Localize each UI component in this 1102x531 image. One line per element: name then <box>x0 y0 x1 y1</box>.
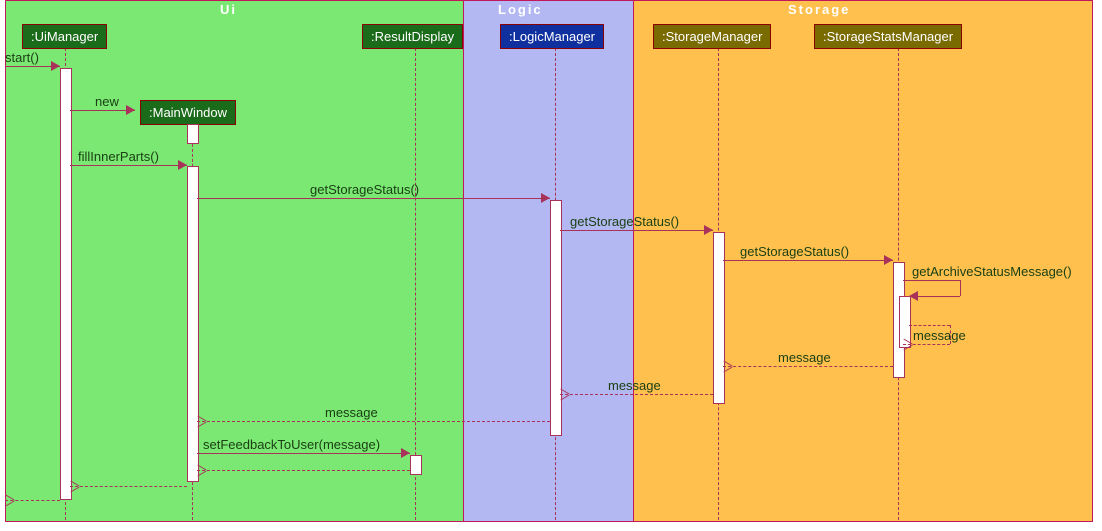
message-label-7: message <box>913 328 966 343</box>
message-line <box>70 486 187 487</box>
message-label-10: message <box>325 405 378 420</box>
container-label-logic: Logic <box>498 2 543 17</box>
message-line <box>197 421 550 422</box>
message-line <box>70 165 187 166</box>
message-line <box>909 325 950 326</box>
activation-StorageManager-4 <box>713 232 725 404</box>
activation-ResultDisplay-7 <box>410 455 422 475</box>
message-line <box>560 394 713 395</box>
arrowhead <box>178 160 187 170</box>
activation-UiManager-0 <box>60 68 72 500</box>
participant-MainWindow: :MainWindow <box>140 100 236 125</box>
message-line <box>903 280 960 281</box>
participant-StorageStatsManager: :StorageStatsManager <box>814 24 962 49</box>
message-line <box>197 453 410 454</box>
message-line <box>723 366 893 367</box>
container-storage <box>633 0 1093 522</box>
arrowhead <box>126 105 135 115</box>
message-label-1: new <box>95 94 119 109</box>
message-line <box>197 198 550 199</box>
activation-MainWindow-1 <box>187 124 199 144</box>
participant-LogicManager: :LogicManager <box>500 24 604 49</box>
arrowhead <box>401 448 410 458</box>
arrowhead <box>51 61 60 71</box>
activation-MainWindow-2 <box>187 166 199 482</box>
arrowhead <box>704 225 713 235</box>
lifeline-ResultDisplay <box>415 48 416 520</box>
message-label-6: getArchiveStatusMessage() <box>912 264 1072 279</box>
message-line <box>197 470 410 471</box>
message-label-5: getStorageStatus() <box>740 244 849 259</box>
message-label-3: getStorageStatus() <box>310 182 419 197</box>
container-logic <box>463 0 635 522</box>
message-label-11: setFeedbackToUser(message) <box>203 437 380 452</box>
message-line <box>560 230 713 231</box>
message-label-8: message <box>778 350 831 365</box>
arrowhead <box>541 193 550 203</box>
message-line <box>723 260 893 261</box>
participant-StorageManager: :StorageManager <box>653 24 771 49</box>
container-label-ui: Ui <box>220 2 237 17</box>
message-label-0: start() <box>5 50 39 65</box>
arrowhead <box>884 255 893 265</box>
participant-UiManager: :UiManager <box>22 24 107 49</box>
message-label-4: getStorageStatus() <box>570 214 679 229</box>
container-label-storage: Storage <box>788 2 850 17</box>
participant-ResultDisplay: :ResultDisplay <box>362 24 463 49</box>
message-vline <box>960 280 961 296</box>
message-label-9: message <box>608 378 661 393</box>
message-label-2: fillInnerParts() <box>78 149 159 164</box>
arrowhead <box>909 291 918 301</box>
